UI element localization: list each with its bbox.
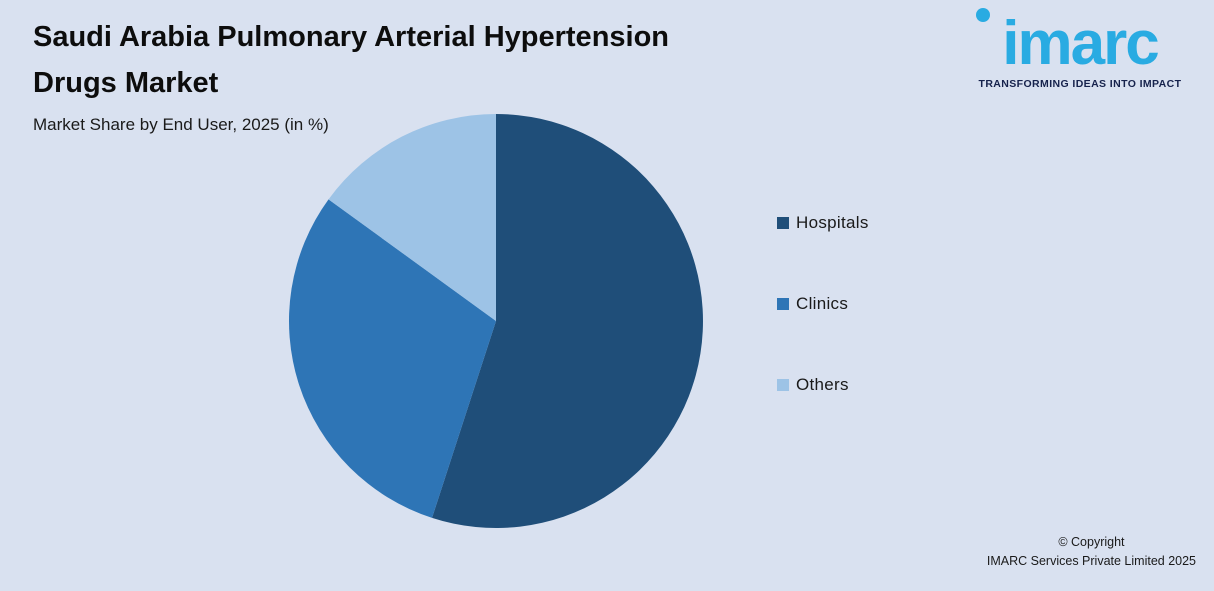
logo-tagline: TRANSFORMING IDEAS INTO IMPACT	[978, 78, 1182, 90]
legend-item-clinics: Clinics	[777, 294, 869, 314]
pie-slice-others	[328, 113, 496, 321]
legend-swatch-icon	[777, 298, 789, 310]
chart-title-line1: Saudi Arabia Pulmonary Arterial Hyperten…	[33, 21, 670, 53]
copyright-line1: © Copyright	[1058, 535, 1125, 549]
pie-slice-hospitals	[432, 114, 703, 528]
header: Saudi Arabia Pulmonary Arterial Hyperten…	[33, 14, 669, 135]
logo-wordmark: imarc	[1002, 9, 1159, 78]
legend-item-hospitals: Hospitals	[777, 213, 869, 233]
legend-swatch-icon	[777, 379, 789, 391]
chart-title: Saudi Arabia Pulmonary Arterial Hyperten…	[33, 14, 669, 106]
copyright-line2: IMARC Services Private Limited 2025	[986, 554, 1196, 568]
pie-chart-svg	[288, 113, 703, 528]
logo-dot-icon	[976, 8, 990, 22]
pie-chart	[288, 113, 704, 534]
copyright: © Copyright IMARC Services Private Limit…	[987, 533, 1196, 571]
legend-item-others: Others	[777, 375, 869, 395]
chart-title-line2: Drugs Market	[33, 67, 219, 99]
legend-swatch-icon	[777, 217, 789, 229]
legend-label: Hospitals	[796, 213, 869, 232]
legend: Hospitals Clinics Others	[777, 213, 869, 395]
chart-subtitle: Market Share by End User, 2025 (in %)	[33, 115, 329, 134]
pie-slice-clinics	[288, 199, 496, 518]
legend-label: Others	[796, 375, 849, 394]
imarc-logo: imarc TRANSFORMING IDEAS INTO IMPACT	[962, 8, 1198, 90]
legend-label: Clinics	[796, 294, 849, 313]
